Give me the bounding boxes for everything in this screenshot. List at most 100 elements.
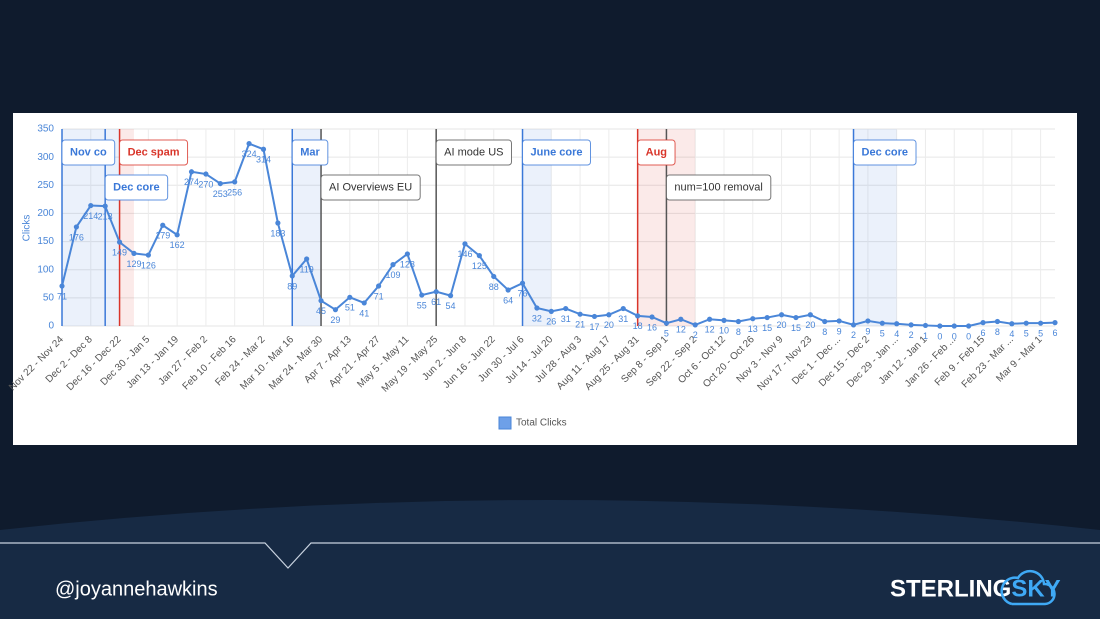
data-label: 4 <box>894 329 899 339</box>
point <box>922 322 929 329</box>
point <box>404 251 410 257</box>
y-tick-label: 300 <box>37 152 54 163</box>
data-label: 274 <box>184 177 199 187</box>
annotation-label: Dec core <box>862 146 908 158</box>
point <box>419 292 425 298</box>
data-label: 0 <box>937 331 942 341</box>
data-label: 162 <box>170 240 185 250</box>
point <box>59 283 65 289</box>
point <box>390 262 396 268</box>
point <box>116 239 123 245</box>
data-label: 0 <box>966 331 971 341</box>
data-label: 2 <box>851 330 856 340</box>
data-label: 32 <box>532 313 542 323</box>
point <box>836 318 842 324</box>
point <box>88 202 94 209</box>
point <box>1038 320 1044 326</box>
data-label: 0 <box>952 331 957 341</box>
annotation: Nov co <box>61 139 116 166</box>
point <box>1052 320 1058 326</box>
legend-label: Total Clicks <box>516 418 567 429</box>
logo-text: STERLING <box>890 575 1011 602</box>
data-label: 88 <box>489 282 499 292</box>
data-label: 214 <box>83 211 98 221</box>
y-tick-label: 150 <box>37 236 54 247</box>
point <box>145 252 151 258</box>
y-tick-label: 350 <box>37 124 54 135</box>
point <box>304 256 310 262</box>
point <box>635 313 641 319</box>
point <box>735 318 741 325</box>
data-label: 270 <box>198 179 213 189</box>
point <box>951 323 957 329</box>
data-label: 51 <box>345 303 355 313</box>
y-tick-label: 50 <box>43 292 55 303</box>
legend-swatch <box>498 416 512 430</box>
annotation-box <box>637 139 676 166</box>
point <box>1009 321 1015 327</box>
annotation: Mar <box>291 139 329 166</box>
data-label: 146 <box>457 249 472 259</box>
data-label: 8 <box>822 327 827 337</box>
point <box>188 169 195 175</box>
point <box>347 294 353 300</box>
point <box>73 224 79 230</box>
data-label: 6 <box>981 328 986 338</box>
point <box>217 180 223 187</box>
annotation-label: Mar <box>300 146 320 158</box>
data-label: 15 <box>791 323 801 333</box>
data-label: 89 <box>287 281 297 291</box>
data-label: 76 <box>518 289 528 299</box>
point <box>894 321 900 327</box>
point <box>663 320 670 326</box>
point <box>908 322 914 328</box>
point <box>606 312 612 318</box>
data-label: 45 <box>316 306 326 316</box>
point <box>519 280 526 286</box>
handle: @joyannehawkins <box>55 578 218 600</box>
point <box>563 305 569 312</box>
point <box>865 318 871 324</box>
annotation-box <box>291 139 329 166</box>
data-label: 13 <box>748 324 758 334</box>
annotation-box <box>61 139 116 166</box>
divider <box>0 542 1100 569</box>
y-tick-label: 200 <box>37 208 54 219</box>
point <box>879 320 885 326</box>
data-label: 20 <box>777 320 787 330</box>
annotation-label: num=100 removal <box>674 181 762 193</box>
point <box>318 298 324 304</box>
y-tick-label: 100 <box>37 264 54 275</box>
bottom-band <box>0 500 1100 619</box>
point <box>778 312 785 318</box>
data-label: 213 <box>98 211 113 221</box>
data-label: 8 <box>736 327 741 337</box>
annotation-label: June core <box>531 146 583 158</box>
annotation-label: Dec core <box>113 181 159 193</box>
annotation-box <box>104 174 169 201</box>
annotation: Dec spam <box>119 139 189 166</box>
chart-panel <box>13 113 1077 445</box>
data-label: 18 <box>633 321 643 331</box>
data-label: 8 <box>995 327 1000 337</box>
data-label: 129 <box>126 259 141 269</box>
point <box>232 179 238 185</box>
data-label: 55 <box>417 300 427 310</box>
point <box>433 289 439 295</box>
annotation-box <box>853 139 917 166</box>
annotation-box <box>119 139 189 166</box>
annotation: AI mode US <box>435 139 512 166</box>
annotation-box <box>435 139 512 166</box>
data-label: 9 <box>865 326 870 336</box>
point <box>620 305 626 312</box>
point <box>822 318 828 325</box>
point <box>447 293 454 299</box>
data-label: 183 <box>270 228 285 238</box>
data-label: 176 <box>69 232 84 242</box>
data-label: 119 <box>299 264 313 274</box>
point <box>793 314 799 321</box>
data-label: 128 <box>400 259 415 269</box>
point <box>462 241 468 247</box>
